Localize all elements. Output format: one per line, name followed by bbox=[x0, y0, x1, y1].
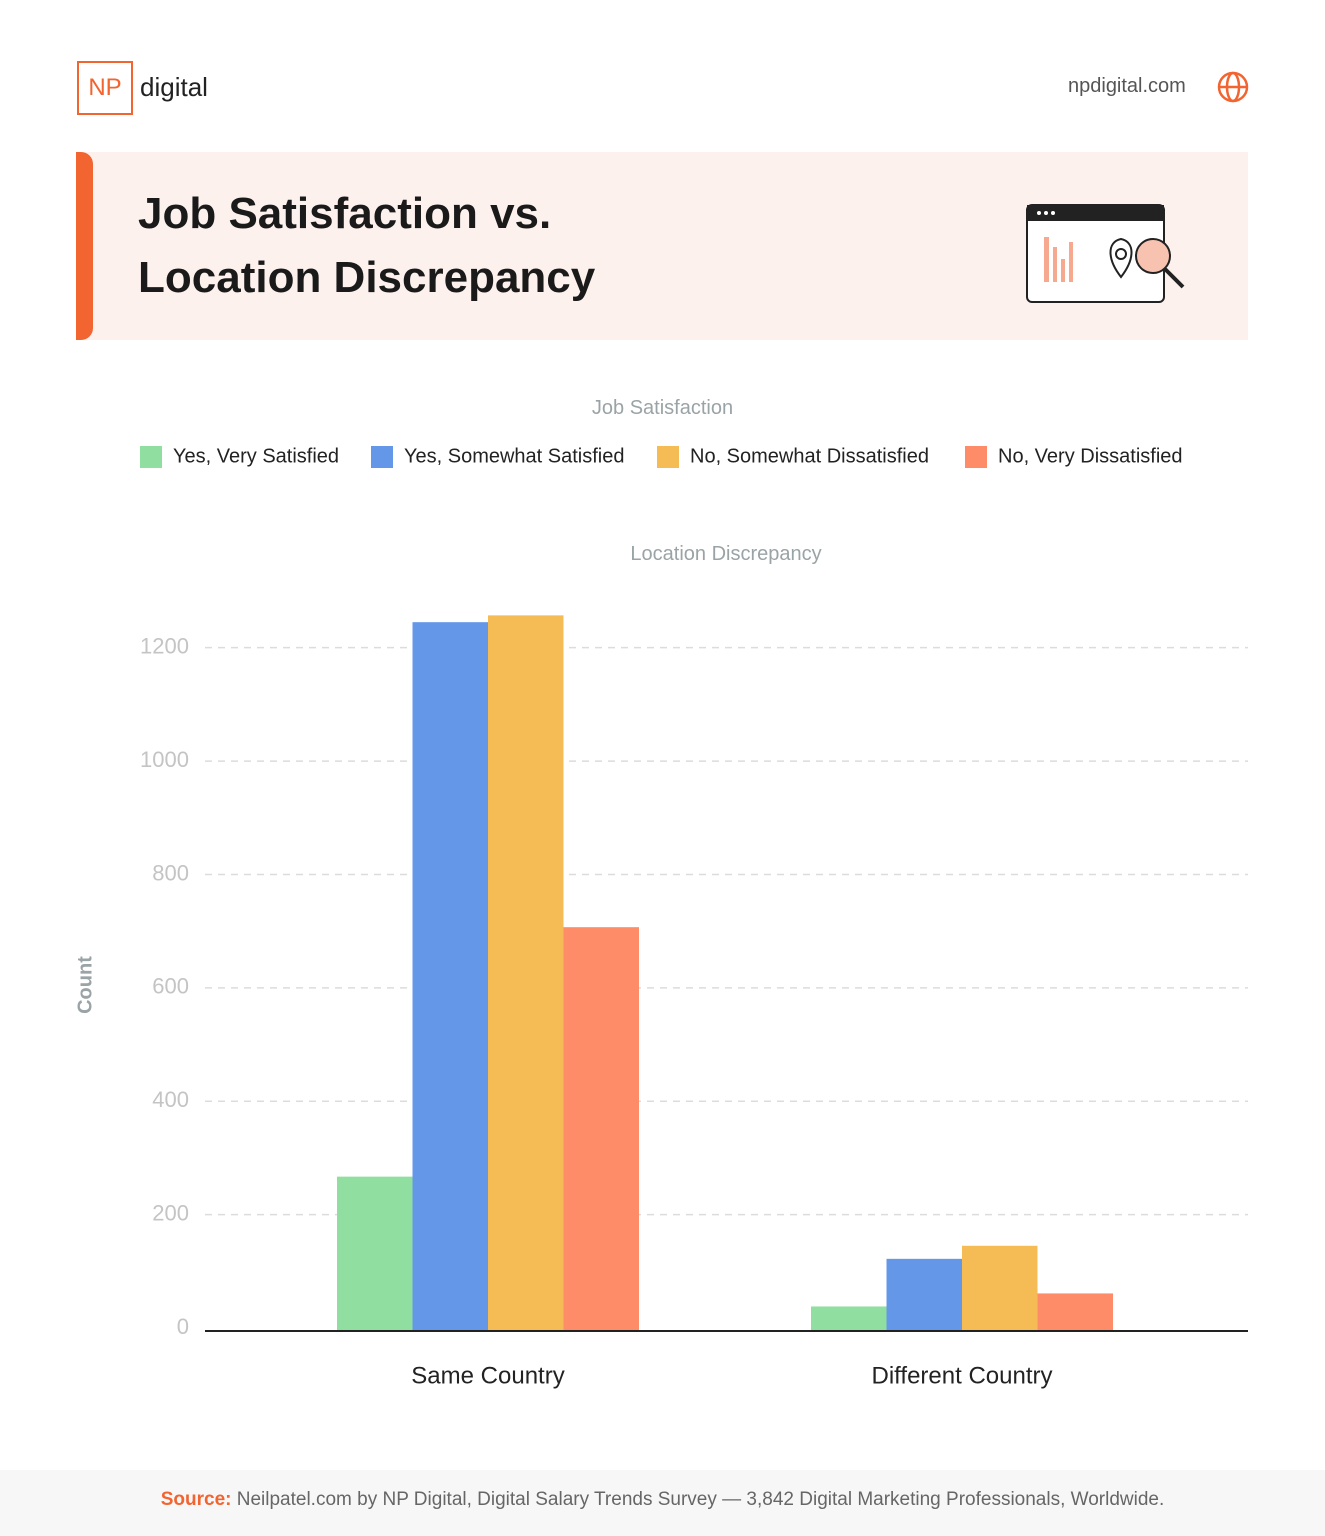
legend-label: Yes, Somewhat Satisfied bbox=[404, 445, 625, 467]
globe-icon bbox=[1217, 71, 1249, 103]
legend-label: No, Very Dissatisfied bbox=[998, 445, 1183, 467]
chart: Count 0 200 400 600 800 1000 1200 Yes, Very Sat… bbox=[74, 445, 1248, 1389]
chart-title: Job Satisfaction vs. Location Discrepanc… bbox=[138, 189, 596, 302]
legend-title: Job Satisfaction bbox=[591, 397, 734, 419]
bar bbox=[563, 927, 639, 1331]
logo-box: NP bbox=[77, 61, 133, 115]
bar bbox=[962, 1245, 1038, 1331]
legend-swatch bbox=[965, 446, 987, 468]
bar bbox=[337, 1176, 413, 1331]
site-link[interactable]: npdigital.com bbox=[1068, 75, 1186, 97]
x-axis-title: Location Discrepancy bbox=[630, 543, 822, 565]
legend-label: Yes, Very Satisfied bbox=[173, 445, 339, 467]
bar bbox=[1037, 1293, 1113, 1331]
x-tick-label: Different Country bbox=[872, 1362, 1053, 1389]
y-tick-label: 0 bbox=[177, 1314, 189, 1339]
title-panel: Job Satisfaction vs. Location Discrepanc… bbox=[76, 152, 1248, 340]
footer: Source: Neilpatel.com by NP Digital, Dig… bbox=[0, 1470, 1325, 1536]
bar bbox=[488, 615, 564, 1331]
title-illustration bbox=[1026, 204, 1185, 303]
y-tick-label: 1000 bbox=[140, 747, 189, 772]
legend-swatch bbox=[140, 446, 162, 468]
bar bbox=[886, 1258, 962, 1331]
source-label: Source: bbox=[160, 1489, 232, 1510]
bar bbox=[412, 622, 488, 1331]
x-tick-label: Same Country bbox=[411, 1362, 564, 1389]
y-tick-label: 800 bbox=[152, 860, 189, 885]
y-tick-label: 600 bbox=[152, 974, 189, 999]
y-axis-title: Count bbox=[74, 956, 96, 1014]
accent-bar bbox=[76, 152, 93, 340]
bar bbox=[811, 1306, 887, 1331]
legend-label: No, Somewhat Dissatisfied bbox=[690, 445, 929, 467]
source-text: Neilpatel.com by NP Digital, Digital Sal… bbox=[236, 1489, 1165, 1510]
y-tick-label: 1200 bbox=[140, 633, 189, 658]
y-tick-label: 400 bbox=[152, 1087, 189, 1112]
legend-swatch bbox=[371, 446, 393, 468]
y-tick-label: 200 bbox=[152, 1200, 189, 1225]
logo-word: digital bbox=[140, 72, 208, 102]
legend-swatch bbox=[657, 446, 679, 468]
